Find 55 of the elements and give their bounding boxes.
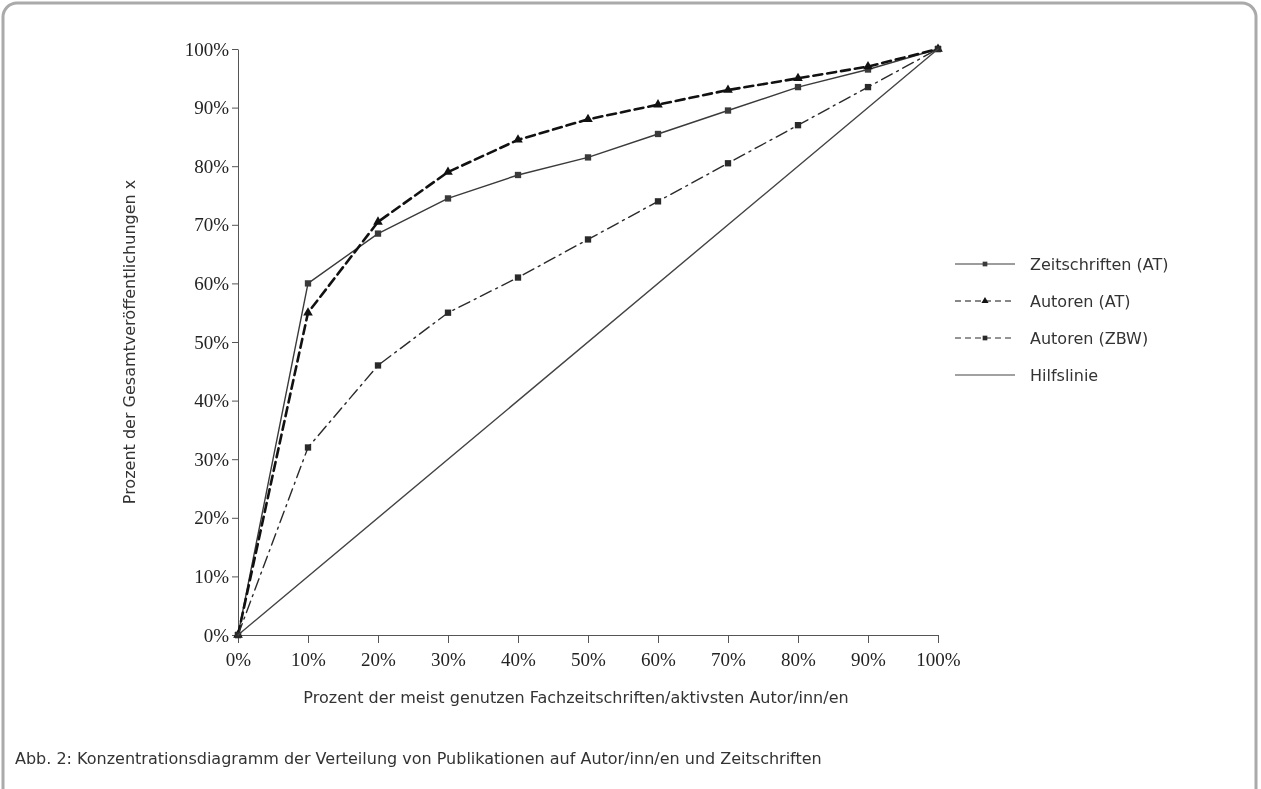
point xyxy=(444,195,452,202)
legend-label: Autoren (ZBW) xyxy=(1030,329,1149,348)
point xyxy=(794,122,802,129)
point xyxy=(443,166,453,175)
point xyxy=(584,154,592,161)
point xyxy=(584,236,592,243)
point xyxy=(724,160,732,167)
x-tick-label: 60% xyxy=(641,649,677,671)
point xyxy=(654,130,662,138)
x-tick-label: 10% xyxy=(291,649,327,671)
y-axis-title: Prozent der Gesamtveröffentlichungen x xyxy=(120,179,139,505)
x-tick-label: 30% xyxy=(431,649,467,671)
point xyxy=(794,83,802,91)
y-tick-label: 70% xyxy=(194,214,230,236)
y-tick-label: 80% xyxy=(194,155,230,177)
x-tick-label: 50% xyxy=(571,649,607,671)
point xyxy=(863,61,873,70)
y-tick-label: 30% xyxy=(194,448,230,470)
y-tick-label: 60% xyxy=(194,272,230,294)
y-tick-label: 100% xyxy=(184,38,230,60)
point xyxy=(864,83,872,91)
y-tick-label: 40% xyxy=(194,390,230,412)
point xyxy=(513,134,523,143)
point xyxy=(514,274,522,281)
point xyxy=(373,216,383,225)
y-tick-label: 20% xyxy=(194,507,230,529)
point xyxy=(514,171,522,179)
caption: Abb. 2: Konzentrationsdiagramm der Verteilung von Publikationen auf Autor/inn/en und Zeitschriften xyxy=(15,749,822,768)
x-axis-title: Prozent der meist genutzen Fachzeitschriften/aktivsten Autor/inn/en xyxy=(303,688,849,707)
y-tick-label: 0% xyxy=(203,624,230,646)
point xyxy=(304,444,312,451)
point xyxy=(654,198,662,205)
x-tick-label: 40% xyxy=(501,649,537,671)
point xyxy=(653,99,663,108)
y-tick-label: 10% xyxy=(194,565,230,587)
legend-label: Hilfslinie xyxy=(1030,366,1099,385)
x-tick-label: 20% xyxy=(361,649,397,671)
x-tick-label: 70% xyxy=(711,649,747,671)
x-tick-label: 80% xyxy=(781,649,817,671)
point xyxy=(793,72,803,82)
point xyxy=(374,362,382,369)
y-tick-label: 50% xyxy=(194,331,230,353)
point xyxy=(724,107,732,114)
point xyxy=(303,307,313,316)
point xyxy=(374,230,382,237)
x-tick-label: 90% xyxy=(851,649,887,671)
legend-label: Autoren (AT) xyxy=(1030,292,1131,311)
x-tick-label: 100% xyxy=(916,649,961,671)
point xyxy=(304,280,312,287)
point xyxy=(444,309,452,316)
y-tick-label: 90% xyxy=(194,97,230,119)
legend-label: Zeitschriften (AT) xyxy=(1030,255,1169,274)
point xyxy=(723,84,733,93)
x-tick-label: 0% xyxy=(225,649,252,671)
point xyxy=(583,113,593,123)
